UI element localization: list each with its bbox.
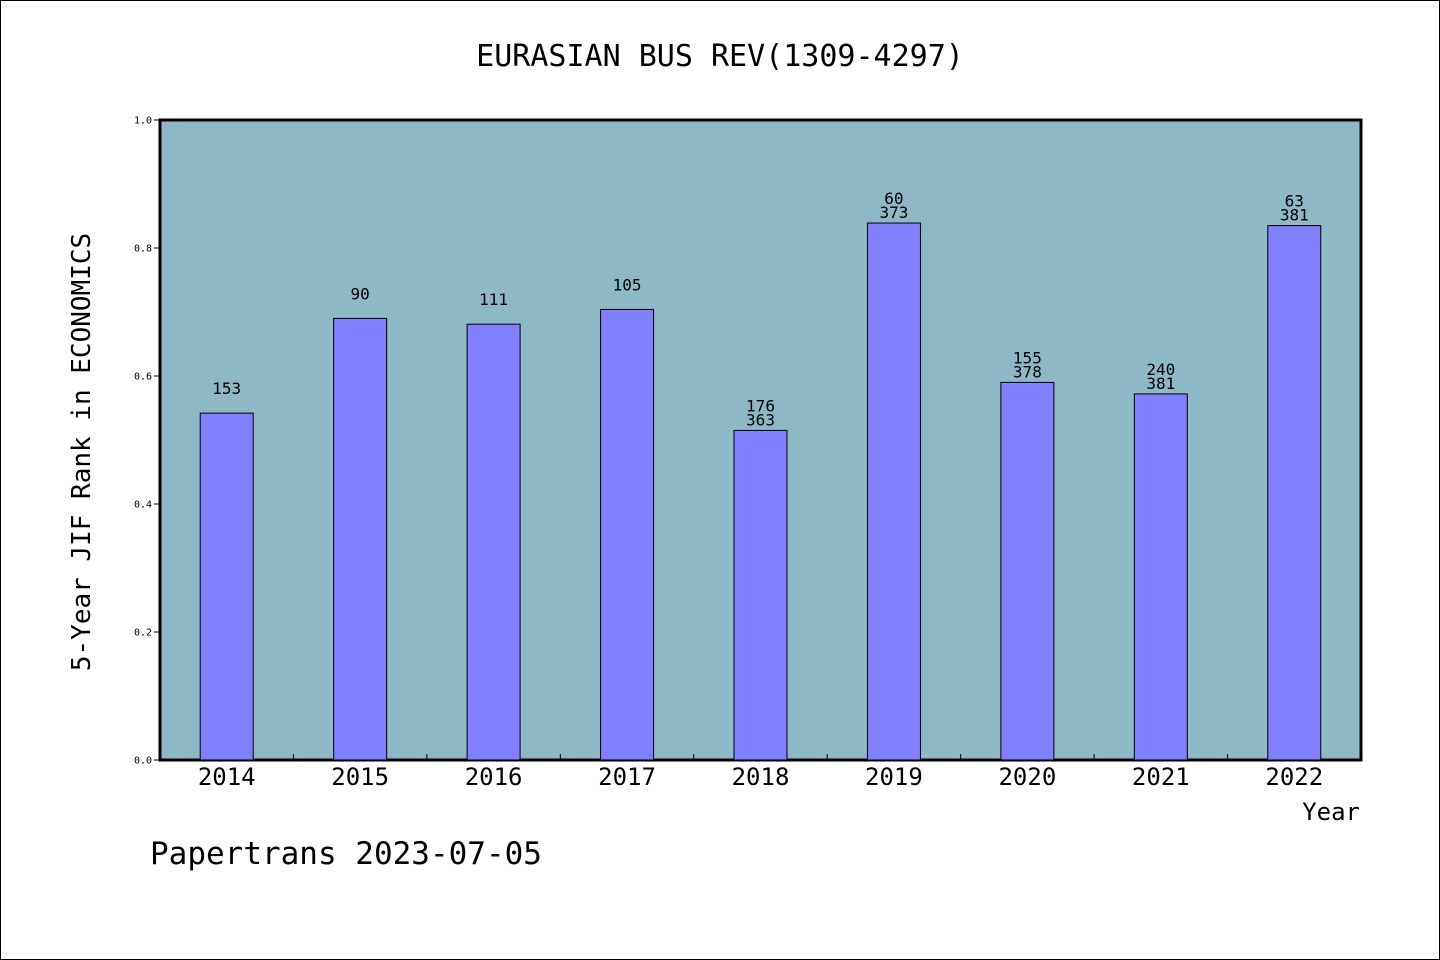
bar-total-label: 381 [1280, 206, 1309, 225]
footer-text: Papertrans 2023-07-05 [150, 836, 542, 872]
bar-total-label: 381 [1146, 374, 1175, 393]
bar-2015 [333, 317, 388, 761]
bar-2018 [733, 429, 788, 761]
bar-rank-label: 105 [613, 275, 642, 294]
bar-rank-label: 111 [479, 290, 508, 309]
y-axis-ticks: 0.0 0.2 0.4 0.6 0.8 1.0 [134, 116, 160, 767]
bar-2020 [1000, 381, 1055, 761]
x-tick-label: 2021 [1132, 763, 1190, 791]
bar-rank-label: 240 [1146, 360, 1175, 379]
x-axis-title: Year [1302, 798, 1360, 826]
x-tick-label: 2015 [331, 763, 389, 791]
y-tick-label: 0.0 [134, 756, 152, 767]
bar-rank-label: 176 [746, 396, 775, 415]
bar-rank-label: 155 [1013, 348, 1042, 367]
x-axis-ticks: 2014 2015 2016 2017 2018 2019 2020 2021 2022 [198, 754, 1323, 791]
y-tick-label: 0.4 [134, 500, 152, 511]
x-tick-label: 2016 [465, 763, 523, 791]
x-tick-label: 2014 [198, 763, 256, 791]
y-tick-label: 0.2 [134, 628, 152, 639]
bar-rank-label: 90 [351, 284, 370, 303]
chart-title: EURASIAN BUS REV(1309-4297) [476, 39, 964, 74]
bar-rank-label: 63 [1285, 192, 1304, 211]
bars [199, 222, 1322, 761]
bar-2017 [600, 308, 655, 761]
bar-2016 [466, 323, 521, 761]
y-tick-label: 0.8 [134, 244, 152, 255]
x-tick-label: 2020 [998, 763, 1056, 791]
bar-2019 [866, 222, 921, 761]
bar-2022 [1267, 225, 1322, 761]
y-axis-title: 5-Year JIF Rank in ECONOMICS [67, 233, 97, 671]
bar-total-label: 373 [879, 203, 908, 222]
bar-rank-label: 153 [212, 379, 241, 398]
bar-total-label: 378 [1013, 362, 1042, 381]
x-tick-label: 2018 [732, 763, 790, 791]
x-tick-label: 2017 [598, 763, 656, 791]
bar-total-label: 363 [746, 410, 775, 429]
bar-rank-label: 60 [884, 189, 903, 208]
y-tick-label: 0.6 [134, 372, 152, 383]
x-tick-label: 2019 [865, 763, 923, 791]
x-tick-label: 2022 [1265, 763, 1323, 791]
bar-2021 [1133, 393, 1188, 761]
bar-2014 [199, 412, 254, 761]
y-tick-label: 1.0 [134, 116, 152, 127]
